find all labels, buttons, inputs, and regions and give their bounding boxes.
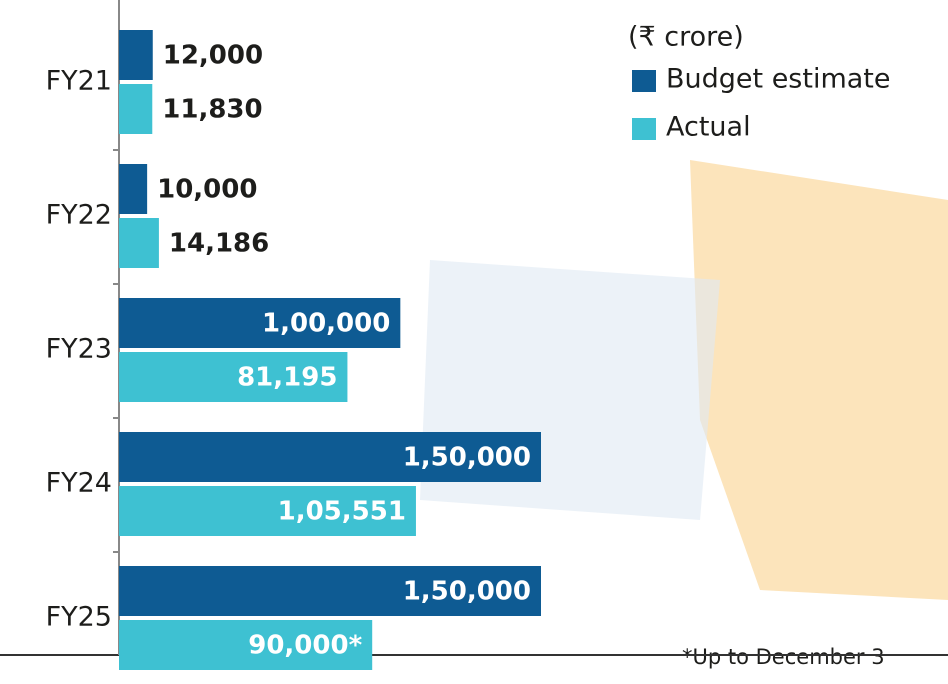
- legend-label: Budget estimate: [666, 64, 891, 95]
- bar: [119, 84, 152, 134]
- bar: [119, 164, 147, 214]
- value-label: 90,000*: [248, 631, 362, 661]
- value-label: 12,000: [163, 41, 263, 71]
- value-label: 1,50,000: [403, 577, 531, 607]
- value-label: 10,000: [157, 175, 257, 205]
- value-label: 1,05,551: [278, 497, 406, 527]
- value-label: 11,830: [162, 95, 262, 125]
- bar: [119, 218, 159, 268]
- decorative-illustration: [690, 160, 948, 600]
- value-label: 1,00,000: [262, 309, 390, 339]
- legend-label: Actual: [666, 112, 751, 143]
- y-tick-label: FY25: [46, 602, 112, 633]
- footnote: *Up to December 3: [682, 645, 885, 669]
- legend-swatch: [632, 118, 656, 140]
- legend-swatch: [632, 70, 656, 92]
- y-tick-label: FY24: [46, 468, 112, 499]
- y-tick-label: FY21: [46, 66, 112, 97]
- chart: (₹ crore) *Up to December 3 FY21 12,000 11…: [0, 0, 948, 684]
- value-label: 1,50,000: [403, 443, 531, 473]
- value-label: 14,186: [169, 229, 269, 259]
- value-label: 81,195: [237, 363, 337, 393]
- y-tick-label: FY23: [46, 334, 112, 365]
- unit-note: (₹ crore): [628, 22, 744, 53]
- y-tick-label: FY22: [46, 200, 112, 231]
- bar: [119, 30, 153, 80]
